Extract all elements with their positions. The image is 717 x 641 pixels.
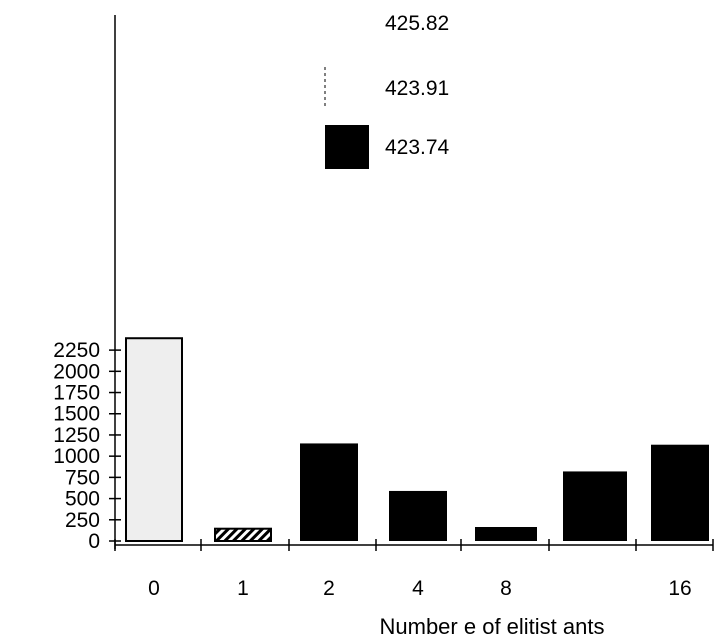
x-tick-label: 0 <box>148 577 160 600</box>
x-axis-label: Number e of elitist ants <box>380 614 605 639</box>
y-tick-label: 1750 <box>53 382 100 405</box>
bar <box>214 527 272 542</box>
y-tick-label: 250 <box>65 509 100 532</box>
x-tick-label: 16 <box>668 577 691 600</box>
bar <box>300 443 358 541</box>
y-tick-label: 1500 <box>53 403 100 426</box>
legend: 425.82 423.91 423.74 <box>324 12 450 169</box>
bar <box>389 490 447 541</box>
legend-label: 423.74 <box>385 136 450 159</box>
legend-label: 425.82 <box>385 12 449 35</box>
y-tick-label: 500 <box>65 488 100 511</box>
y-tick-label: 2250 <box>53 339 100 362</box>
y-tick-label: 750 <box>65 466 100 489</box>
x-tick-label: 4 <box>412 577 424 600</box>
y-tick-label: 0 <box>88 530 100 553</box>
bar <box>125 337 183 542</box>
bar <box>651 444 709 541</box>
x-tick-label: 2 <box>323 577 335 600</box>
y-tick-label: 2000 <box>53 360 100 383</box>
x-tick-label: 8 <box>500 577 512 600</box>
bar <box>475 527 537 541</box>
legend-label: 423.91 <box>385 77 449 100</box>
x-tick-label: 1 <box>237 577 249 600</box>
y-tick-label: 1000 <box>53 445 100 468</box>
y-tick-label: 1250 <box>53 424 100 447</box>
bar <box>563 471 627 541</box>
legend-swatch <box>325 125 369 169</box>
x-axis: 0 1 2 4 8 16 <box>114 539 714 600</box>
bars <box>125 337 709 542</box>
